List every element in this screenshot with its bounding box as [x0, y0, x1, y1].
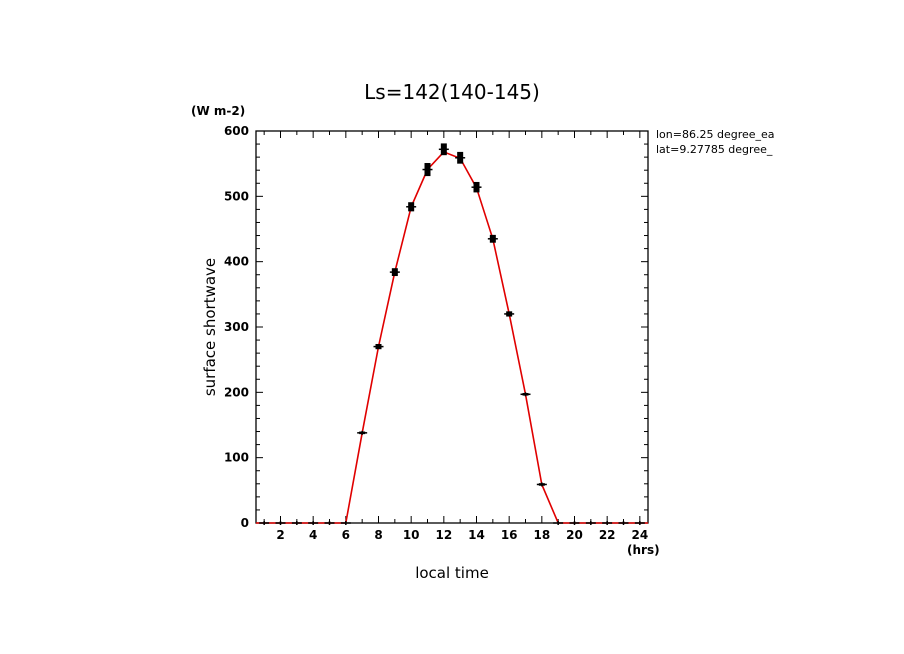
data-point: [602, 521, 613, 525]
x-tick-label: 16: [501, 528, 518, 542]
data-point: [340, 521, 351, 525]
x-tick-label: 14: [468, 528, 485, 542]
plot-frame: [255, 130, 649, 524]
y-tick-label: 100: [224, 451, 249, 465]
data-point: [569, 521, 580, 525]
x-tick-label: 24: [631, 528, 648, 542]
y-unit-label: (W m-2): [191, 104, 245, 118]
data-point: [585, 521, 596, 525]
data-point: [422, 163, 433, 177]
x-tick-label: 2: [276, 528, 284, 542]
data-point: [487, 234, 498, 243]
data-point: [324, 521, 335, 525]
data-point: [634, 521, 645, 525]
data-point: [471, 181, 482, 193]
x-tick-label: 12: [435, 528, 452, 542]
x-axis-label: local time: [415, 564, 489, 582]
x-tick-label: 20: [566, 528, 583, 542]
x-tick-label: 4: [309, 528, 317, 542]
data-point: [455, 151, 466, 164]
data-point: [357, 430, 368, 435]
data-point: [259, 521, 270, 525]
annotation-lat: lat=9.27785 degree_: [656, 143, 773, 156]
data-point: [389, 268, 400, 277]
data-point: [373, 343, 384, 350]
data-point: [618, 521, 629, 525]
x-tick-label: 10: [403, 528, 420, 542]
y-tick-label: 200: [224, 385, 249, 399]
series-line: [256, 150, 648, 524]
y-tick-label: 400: [224, 255, 249, 269]
y-tick-label: 0: [241, 516, 249, 530]
y-axis-label: surface shortwave: [201, 258, 219, 396]
x-tick-label: 6: [342, 528, 350, 542]
chart-title: Ls=142(140-145): [364, 80, 540, 104]
data-point: [406, 202, 417, 212]
x-tick-label: 22: [599, 528, 616, 542]
x-unit-label: (hrs): [627, 543, 660, 557]
data-point: [536, 482, 547, 487]
data-point: [504, 311, 515, 317]
data-point: [520, 392, 531, 397]
data-point: [438, 143, 449, 156]
x-tick-label: 18: [533, 528, 550, 542]
y-tick-label: 600: [224, 124, 249, 138]
x-tick-label: 8: [374, 528, 382, 542]
data-point: [553, 521, 564, 525]
data-point: [275, 521, 286, 525]
y-tick-label: 500: [224, 189, 249, 203]
annotation-lon: lon=86.25 degree_ea: [656, 128, 775, 141]
data-point: [308, 521, 319, 525]
data-point: [291, 521, 302, 525]
y-tick-label: 300: [224, 320, 249, 334]
